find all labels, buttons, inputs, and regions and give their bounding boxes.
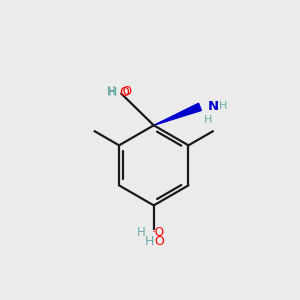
Text: H: H [204,115,213,124]
Text: O: O [119,86,129,99]
Text: H: H [144,235,154,248]
Text: H: H [108,86,118,99]
Text: O: O [154,235,164,248]
Text: N: N [208,100,219,113]
Text: H: H [137,226,146,239]
Text: H: H [106,85,115,98]
Text: H: H [218,101,227,111]
Text: ·O: ·O [152,226,164,239]
Polygon shape [154,103,201,125]
Text: ·O: ·O [120,85,133,98]
